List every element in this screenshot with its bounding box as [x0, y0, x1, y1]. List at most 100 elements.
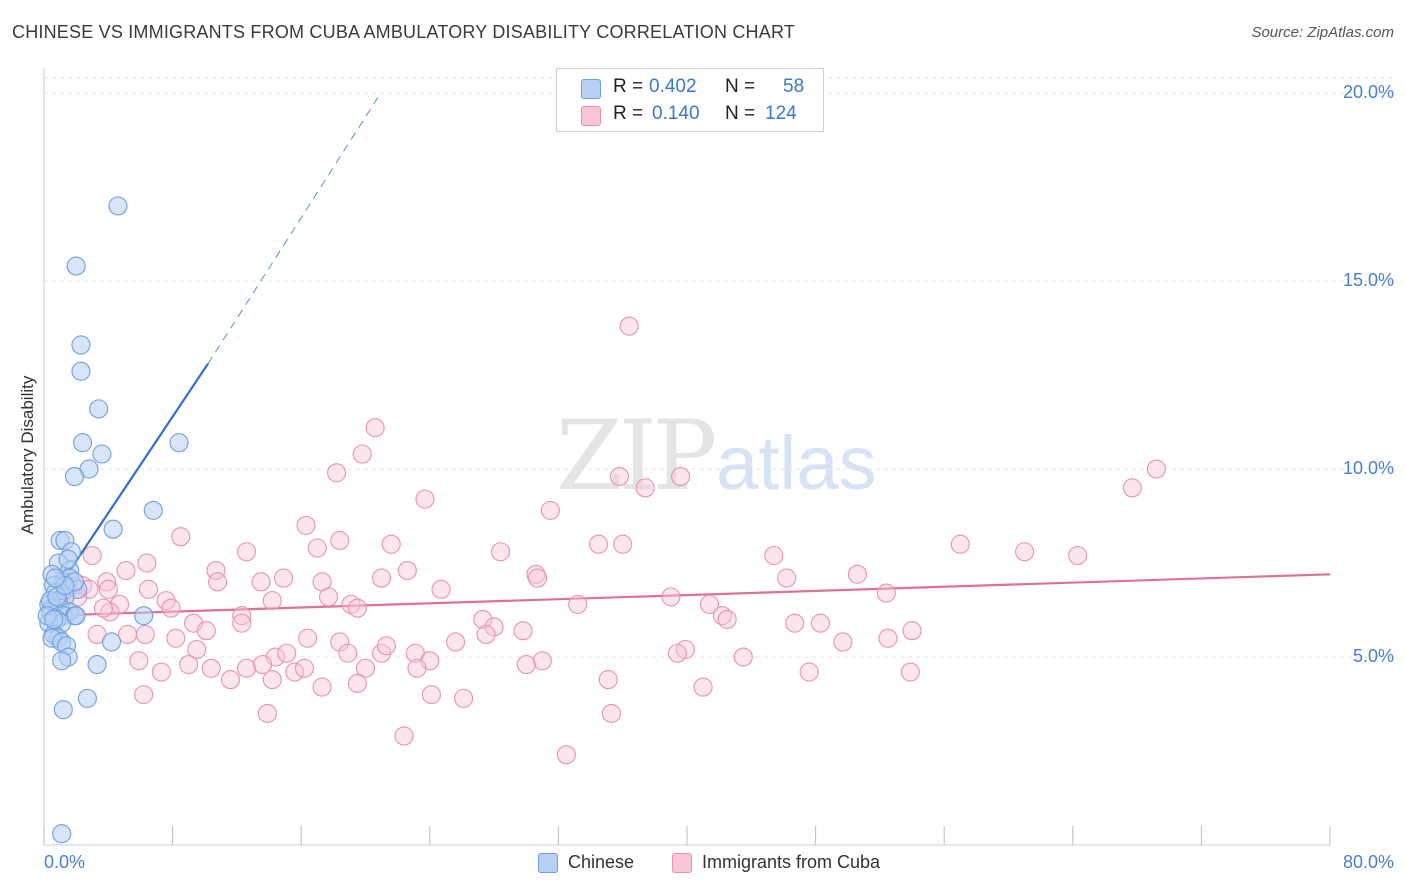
cuba-point — [151, 662, 171, 682]
cuba-point — [619, 316, 639, 336]
chinese-point — [71, 335, 91, 355]
chinese-point — [53, 700, 73, 720]
cuba-point — [717, 609, 737, 629]
cuba-point — [733, 647, 753, 667]
bottom-legend-cuba-label: Immigrants from Cuba — [702, 852, 881, 872]
cuba-point — [312, 677, 332, 697]
cuba-point — [201, 658, 221, 678]
chinese-point — [87, 654, 107, 675]
cuba-point — [166, 628, 186, 648]
cuba-point — [394, 726, 414, 746]
chinese-point — [52, 651, 72, 671]
legend-n-label: N = — [725, 103, 756, 124]
cuba-point — [196, 621, 216, 641]
y-tick-label: 5.0% — [1352, 646, 1394, 667]
chinese-points — [37, 196, 189, 844]
cuba-points — [47, 316, 1166, 765]
cuba-point — [950, 534, 970, 554]
chinese-point — [108, 196, 128, 216]
cuba-point — [1146, 459, 1166, 479]
cuba-point — [134, 685, 154, 705]
cuba-point — [262, 591, 282, 611]
cuba-point — [253, 654, 273, 675]
cuba-point — [298, 628, 318, 648]
cuba-point — [116, 560, 136, 581]
cuba-point — [257, 703, 277, 723]
chinese-point — [58, 549, 78, 569]
chinese-point — [169, 433, 189, 453]
cuba-point — [613, 534, 633, 554]
y-tick-label: 10.0% — [1342, 458, 1394, 479]
cuba-point — [296, 515, 316, 535]
cuba-point — [635, 478, 655, 498]
cuba-point — [490, 542, 511, 562]
chinese-point — [71, 361, 91, 381]
cuba-point — [484, 617, 504, 637]
cuba-point — [454, 688, 474, 708]
cuba-point — [82, 545, 102, 566]
legend-n-value: 124 — [765, 103, 797, 124]
cuba-point — [810, 613, 830, 633]
axes — [43, 68, 1331, 846]
cuba-point — [693, 677, 713, 697]
cuba-point — [1015, 542, 1035, 562]
cuba-point — [129, 651, 149, 671]
cuba-point — [589, 534, 609, 554]
chinese-swatch — [538, 853, 558, 873]
cuba-point — [900, 662, 920, 682]
cuba-point — [445, 632, 466, 652]
legend-r-label: R = — [613, 103, 644, 124]
cuba-point — [277, 643, 297, 663]
cuba-point — [355, 658, 376, 678]
cuba-point — [799, 662, 819, 682]
cuba-point — [516, 654, 536, 675]
chinese-point — [92, 444, 112, 464]
cuba-point — [601, 703, 621, 723]
cuba-point — [118, 624, 138, 645]
bottom-legend-chinese-label: Chinese — [568, 852, 635, 872]
watermark-zip: ZIP — [556, 400, 717, 512]
cuba-point — [232, 606, 252, 626]
cuba-point — [138, 579, 159, 599]
legend-n-value: 58 — [783, 76, 805, 97]
chinese-point — [89, 399, 109, 419]
cuba-point — [251, 572, 271, 592]
cuba-point — [556, 745, 576, 765]
cuba-point — [431, 579, 451, 599]
chinese-swatch — [581, 79, 601, 99]
cuba-point — [137, 553, 157, 573]
chinese-point — [73, 433, 93, 453]
cuba-point — [347, 673, 368, 693]
cuba-point — [847, 564, 867, 584]
legend: R = 0.402 N = 58 R = 0.140 N = 124 — [556, 68, 824, 132]
cuba-point — [187, 639, 207, 660]
chinese-point — [101, 632, 122, 652]
cuba-point — [110, 594, 130, 614]
cuba-point — [902, 621, 922, 641]
x-tick-label-max: 80.0% — [1342, 852, 1394, 872]
cuba-point — [171, 527, 191, 547]
cuba-point — [598, 670, 618, 690]
cuba-point — [777, 568, 797, 588]
cuba-point — [527, 568, 548, 588]
cuba-point — [273, 568, 294, 588]
chinese-point — [77, 688, 97, 708]
cuba-point — [532, 651, 552, 671]
cuba-point — [98, 579, 118, 599]
cuba-point — [330, 530, 350, 551]
y-tick-label: 20.0% — [1342, 82, 1394, 103]
cuba-point — [236, 542, 257, 562]
chinese-point — [52, 824, 72, 844]
chinese-point — [44, 609, 64, 629]
chinese-point — [66, 256, 86, 276]
chinese-point — [64, 467, 85, 487]
trend-lines — [46, 96, 1331, 617]
cuba-point — [352, 444, 372, 464]
cuba-point — [135, 624, 155, 645]
cuba-point — [93, 598, 114, 618]
cuba-point — [330, 632, 350, 652]
cuba-point — [381, 534, 401, 554]
cuba-point — [179, 654, 199, 675]
watermark-atlas: atlas — [716, 421, 877, 506]
cuba-point — [161, 598, 181, 618]
